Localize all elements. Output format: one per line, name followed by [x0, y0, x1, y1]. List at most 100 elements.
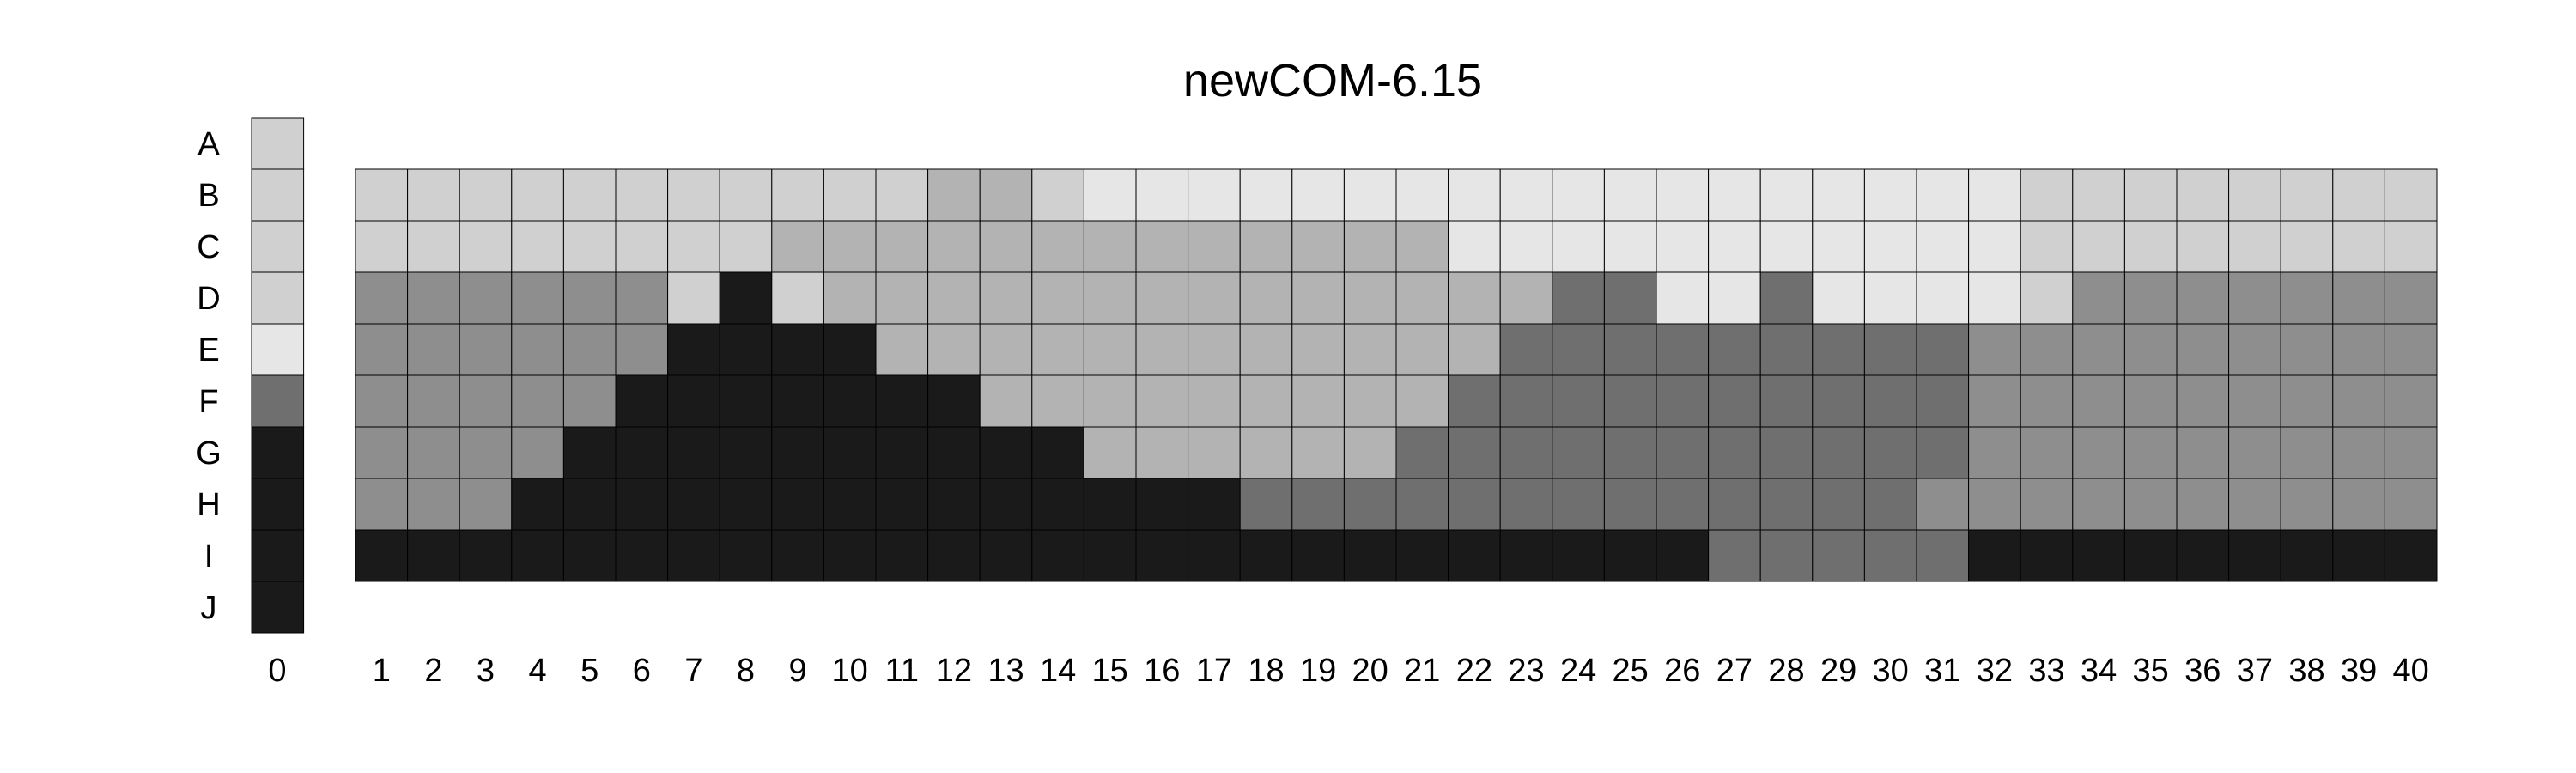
heatmap-cell-d-29: [1812, 271, 1865, 325]
column-label-27: 27: [1716, 653, 1753, 689]
column-label-29: 29: [1820, 653, 1856, 689]
heatmap-cell-b-35: [2123, 168, 2178, 222]
heatmap-cell-b-33: [2020, 168, 2074, 222]
heatmap-cell-h-28: [1759, 478, 1814, 531]
heatmap-cell-g-37: [2228, 426, 2281, 479]
heatmap-cell-g-28: [1759, 426, 1814, 479]
heatmap-cell-d-11: [875, 271, 929, 325]
heatmap-cell-i-12: [927, 529, 981, 582]
heatmap-cell-b-21: [1395, 168, 1449, 222]
heatmap-cell-h-16: [1135, 478, 1189, 531]
heatmap-cell-d-5: [562, 271, 617, 325]
heatmap-cell-f-28: [1759, 374, 1814, 428]
heatmap-cell-c-26: [1656, 220, 1710, 273]
heatmap-cell-f-7: [667, 374, 720, 428]
heatmap-cell-d-36: [2176, 271, 2230, 325]
heatmap-cell-d-32: [1968, 271, 2021, 325]
heatmap-cell-d-27: [1708, 271, 1761, 325]
heatmap-cell-e-6: [615, 323, 669, 376]
heatmap-cell-d-13: [979, 271, 1033, 325]
column-label-8: 8: [737, 653, 755, 689]
heatmap-cell-i-39: [2332, 529, 2385, 582]
column-label-9: 9: [789, 653, 807, 689]
heatmap-cell-h-31: [1916, 478, 1970, 531]
heatmap-cell-h-27: [1708, 478, 1761, 531]
heatmap-cell-c-32: [1968, 220, 2021, 273]
heatmap-cell-b-36: [2176, 168, 2230, 222]
heatmap-cell-d-12: [927, 271, 981, 325]
heatmap-cell-i-1: [355, 529, 409, 582]
heatmap-cell-c-34: [2072, 220, 2125, 273]
heatmap-cell-f-8: [719, 374, 773, 428]
heatmap-cell-i-22: [1448, 529, 1501, 582]
heatmap-grid: [355, 168, 2438, 582]
reference-cell-a: [251, 117, 305, 170]
heatmap-cell-g-17: [1188, 426, 1241, 479]
heatmap-cell-i-20: [1343, 529, 1397, 582]
heatmap-cell-f-26: [1656, 374, 1710, 428]
heatmap-cell-h-8: [719, 478, 773, 531]
heatmap-cell-h-11: [875, 478, 929, 531]
heatmap-cell-h-17: [1188, 478, 1241, 531]
heatmap-cell-e-37: [2228, 323, 2281, 376]
heatmap-cell-g-5: [562, 426, 617, 479]
heatmap-cell-g-25: [1603, 426, 1657, 479]
heatmap-cell-c-7: [667, 220, 720, 273]
heatmap-cell-c-10: [823, 220, 877, 273]
heatmap-cell-g-9: [771, 426, 824, 479]
heatmap-cell-c-4: [511, 220, 564, 273]
heatmap-cell-e-36: [2176, 323, 2230, 376]
column-label-7: 7: [684, 653, 702, 689]
reference-cell-j: [251, 581, 305, 634]
heatmap-cell-f-9: [771, 374, 824, 428]
heatmap-cell-e-31: [1916, 323, 1970, 376]
heatmap-cell-h-6: [615, 478, 669, 531]
heatmap-cell-g-2: [407, 426, 460, 479]
heatmap-cell-b-18: [1239, 168, 1293, 222]
heatmap-cell-g-26: [1656, 426, 1710, 479]
heatmap-cell-c-30: [1863, 220, 1917, 273]
heatmap-cell-g-27: [1708, 426, 1761, 479]
heatmap-cell-i-10: [823, 529, 877, 582]
row-label-h: H: [197, 487, 220, 523]
heatmap-cell-g-23: [1499, 426, 1553, 479]
reference-cell-e: [251, 323, 305, 376]
heatmap-cell-i-36: [2176, 529, 2230, 582]
heatmap-cell-b-24: [1552, 168, 1605, 222]
heatmap-cell-i-28: [1759, 529, 1814, 582]
heatmap-cell-d-16: [1135, 271, 1189, 325]
heatmap-cell-i-21: [1395, 529, 1449, 582]
heatmap-cell-c-31: [1916, 220, 1970, 273]
heatmap-cell-d-4: [511, 271, 564, 325]
heatmap-cell-f-21: [1395, 374, 1449, 428]
heatmap-cell-d-37: [2228, 271, 2281, 325]
heatmap-cell-c-2: [407, 220, 460, 273]
heatmap-cell-e-33: [2020, 323, 2074, 376]
heatmap-cell-b-7: [667, 168, 720, 222]
heatmap-cell-h-33: [2020, 478, 2074, 531]
heatmap-cell-e-40: [2384, 323, 2438, 376]
heatmap-cell-c-27: [1708, 220, 1761, 273]
heatmap-cell-b-23: [1499, 168, 1553, 222]
heatmap-cell-e-1: [355, 323, 409, 376]
heatmap-cell-b-1: [355, 168, 409, 222]
heatmap-cell-g-18: [1239, 426, 1293, 479]
column-label-38: 38: [2288, 653, 2324, 689]
heatmap-cell-d-26: [1656, 271, 1710, 325]
heatmap-cell-e-38: [2280, 323, 2334, 376]
heatmap-cell-b-12: [927, 168, 981, 222]
row-label-g: G: [196, 435, 222, 472]
column-label-14: 14: [1040, 653, 1076, 689]
heatmap-cell-d-40: [2384, 271, 2438, 325]
heatmap-cell-b-15: [1083, 168, 1137, 222]
heatmap-cell-h-10: [823, 478, 877, 531]
heatmap-cell-c-20: [1343, 220, 1397, 273]
heatmap-cell-g-36: [2176, 426, 2230, 479]
heatmap-cell-b-19: [1291, 168, 1345, 222]
heatmap-cell-i-26: [1656, 529, 1710, 582]
heatmap-cell-h-30: [1863, 478, 1917, 531]
column-label-2: 2: [424, 653, 442, 689]
heatmap-cell-i-27: [1708, 529, 1761, 582]
heatmap-cell-b-2: [407, 168, 460, 222]
heatmap-cell-e-19: [1291, 323, 1345, 376]
